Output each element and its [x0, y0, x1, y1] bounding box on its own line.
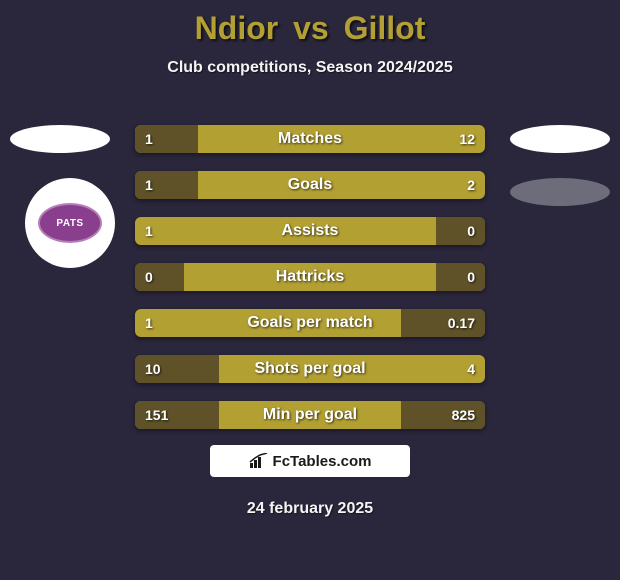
stat-label: Goals	[135, 171, 485, 199]
footer-brand-box: FcTables.com	[210, 445, 410, 477]
stat-label: Hattricks	[135, 263, 485, 291]
team-badge: PATS	[25, 178, 115, 268]
chart-icon	[249, 453, 269, 469]
stat-row: 104Shots per goal	[135, 355, 485, 383]
title-vs: vs	[293, 10, 329, 46]
stat-label: Goals per match	[135, 309, 485, 337]
stat-row: 00Hattricks	[135, 263, 485, 291]
stat-label: Shots per goal	[135, 355, 485, 383]
stat-row: 112Matches	[135, 125, 485, 153]
title-right: Gillot	[344, 10, 426, 46]
title-left: Ndior	[195, 10, 279, 46]
stat-row: 10.17Goals per match	[135, 309, 485, 337]
subtitle: Club competitions, Season 2024/2025	[0, 59, 620, 77]
stat-row: 12Goals	[135, 171, 485, 199]
stat-label: Assists	[135, 217, 485, 245]
comparison-title: Ndior vs Gillot	[0, 0, 620, 47]
stat-row: 151825Min per goal	[135, 401, 485, 429]
stat-label: Min per goal	[135, 401, 485, 429]
stat-label: Matches	[135, 125, 485, 153]
team-badge-label: PATS	[38, 203, 102, 243]
footer-brand-text: FcTables.com	[273, 453, 372, 470]
left-oval	[10, 125, 110, 153]
right-oval	[510, 178, 610, 206]
stat-row: 10Assists	[135, 217, 485, 245]
stats-bars: 112Matches 12Goals 10Assists 00Hattricks 10.…	[135, 125, 485, 447]
right-oval	[510, 125, 610, 153]
date-label: 24 february 2025	[0, 500, 620, 518]
